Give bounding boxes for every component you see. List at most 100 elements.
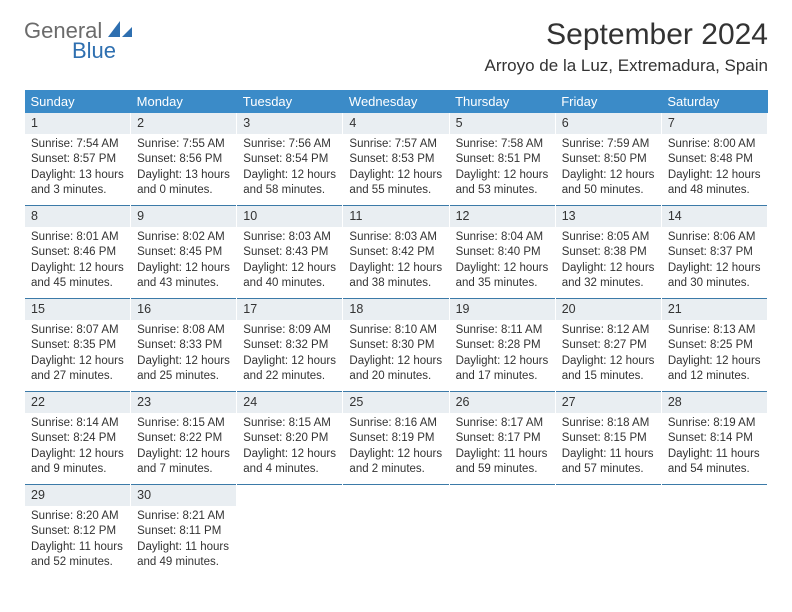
sunset-text: Sunset: 8:25 PM: [668, 338, 761, 354]
day-cell: Sunrise: 8:18 AMSunset: 8:15 PMDaylight:…: [555, 413, 661, 485]
day-number: 1: [25, 113, 131, 134]
daylight-text: Daylight: 11 hours and 49 minutes.: [137, 540, 230, 571]
sunset-text: Sunset: 8:20 PM: [243, 431, 336, 447]
day-number: 6: [555, 113, 661, 134]
sunset-text: Sunset: 8:30 PM: [349, 338, 442, 354]
sunrise-text: Sunrise: 8:08 AM: [137, 323, 230, 339]
sunset-text: Sunset: 8:46 PM: [31, 245, 124, 261]
day-number: 16: [131, 298, 237, 319]
sunset-text: Sunset: 8:19 PM: [349, 431, 442, 447]
daylight-text: Daylight: 12 hours and 2 minutes.: [349, 447, 442, 478]
daylight-text: Daylight: 12 hours and 7 minutes.: [137, 447, 230, 478]
sunset-text: Sunset: 8:11 PM: [137, 524, 230, 540]
sunset-text: Sunset: 8:48 PM: [668, 152, 761, 168]
day-number: 17: [237, 298, 343, 319]
day-cell: Sunrise: 8:13 AMSunset: 8:25 PMDaylight:…: [661, 320, 767, 392]
daylight-text: Daylight: 12 hours and 27 minutes.: [31, 354, 124, 385]
sunset-text: Sunset: 8:37 PM: [668, 245, 761, 261]
sunrise-text: Sunrise: 7:55 AM: [137, 137, 230, 153]
sunset-text: Sunset: 8:17 PM: [456, 431, 549, 447]
daylight-text: Daylight: 12 hours and 12 minutes.: [668, 354, 761, 385]
daylight-text: Daylight: 12 hours and 17 minutes.: [456, 354, 549, 385]
sunset-text: Sunset: 8:32 PM: [243, 338, 336, 354]
daylight-text: Daylight: 12 hours and 20 minutes.: [349, 354, 442, 385]
day-cell: Sunrise: 8:05 AMSunset: 8:38 PMDaylight:…: [555, 227, 661, 299]
sunset-text: Sunset: 8:45 PM: [137, 245, 230, 261]
day-number: 5: [449, 113, 555, 134]
sunrise-text: Sunrise: 8:07 AM: [31, 323, 124, 339]
daylight-text: Daylight: 12 hours and 43 minutes.: [137, 261, 230, 292]
day-cell: Sunrise: 8:01 AMSunset: 8:46 PMDaylight:…: [25, 227, 131, 299]
day-number: 10: [237, 205, 343, 226]
sunrise-text: Sunrise: 8:03 AM: [243, 230, 336, 246]
day-cell: Sunrise: 8:00 AMSunset: 8:48 PMDaylight:…: [661, 134, 767, 206]
day-number: 23: [131, 391, 237, 412]
daylight-text: Daylight: 12 hours and 25 minutes.: [137, 354, 230, 385]
day-cell: [661, 506, 767, 577]
day-number: 28: [661, 391, 767, 412]
daylight-text: Daylight: 12 hours and 22 minutes.: [243, 354, 336, 385]
week-daynum-row: 22232425262728: [25, 391, 768, 412]
sunset-text: Sunset: 8:12 PM: [31, 524, 124, 540]
header: General Blue September 2024 Arroyo de la…: [24, 18, 768, 76]
col-wed: Wednesday: [343, 90, 449, 113]
sunset-text: Sunset: 8:35 PM: [31, 338, 124, 354]
day-number: 29: [25, 484, 131, 505]
brand-logo: General Blue: [24, 18, 134, 44]
col-sun: Sunday: [25, 90, 131, 113]
day-cell: Sunrise: 8:15 AMSunset: 8:20 PMDaylight:…: [237, 413, 343, 485]
sunrise-text: Sunrise: 8:10 AM: [349, 323, 442, 339]
sunrise-text: Sunrise: 8:01 AM: [31, 230, 124, 246]
daylight-text: Daylight: 12 hours and 58 minutes.: [243, 168, 336, 199]
sunrise-text: Sunrise: 8:20 AM: [31, 509, 124, 525]
daylight-text: Daylight: 12 hours and 55 minutes.: [349, 168, 442, 199]
week-content-row: Sunrise: 8:14 AMSunset: 8:24 PMDaylight:…: [25, 413, 768, 485]
day-number: 21: [661, 298, 767, 319]
sunrise-text: Sunrise: 8:03 AM: [349, 230, 442, 246]
sunrise-text: Sunrise: 8:18 AM: [562, 416, 655, 432]
day-cell: [343, 506, 449, 577]
brand-name-2: Blue: [72, 38, 116, 64]
sunset-text: Sunset: 8:33 PM: [137, 338, 230, 354]
day-cell: [555, 506, 661, 577]
day-number: 4: [343, 113, 449, 134]
day-cell: Sunrise: 8:08 AMSunset: 8:33 PMDaylight:…: [131, 320, 237, 392]
sunrise-text: Sunrise: 7:57 AM: [349, 137, 442, 153]
sunrise-text: Sunrise: 8:11 AM: [456, 323, 549, 339]
sunrise-text: Sunrise: 8:02 AM: [137, 230, 230, 246]
daylight-text: Daylight: 12 hours and 45 minutes.: [31, 261, 124, 292]
sunrise-text: Sunrise: 7:59 AM: [562, 137, 655, 153]
day-cell: Sunrise: 8:07 AMSunset: 8:35 PMDaylight:…: [25, 320, 131, 392]
daylight-text: Daylight: 12 hours and 53 minutes.: [456, 168, 549, 199]
location: Arroyo de la Luz, Extremadura, Spain: [485, 56, 768, 76]
week-daynum-row: 1234567: [25, 113, 768, 134]
sunrise-text: Sunrise: 8:00 AM: [668, 137, 761, 153]
day-number: 8: [25, 205, 131, 226]
day-number: 7: [661, 113, 767, 134]
sunrise-text: Sunrise: 8:05 AM: [562, 230, 655, 246]
daylight-text: Daylight: 11 hours and 59 minutes.: [456, 447, 549, 478]
sunset-text: Sunset: 8:38 PM: [562, 245, 655, 261]
day-cell: Sunrise: 8:14 AMSunset: 8:24 PMDaylight:…: [25, 413, 131, 485]
sunrise-text: Sunrise: 7:58 AM: [456, 137, 549, 153]
day-number: 15: [25, 298, 131, 319]
day-number: [661, 484, 767, 505]
daylight-text: Daylight: 11 hours and 52 minutes.: [31, 540, 124, 571]
day-number: 27: [555, 391, 661, 412]
daylight-text: Daylight: 12 hours and 50 minutes.: [562, 168, 655, 199]
week-content-row: Sunrise: 8:07 AMSunset: 8:35 PMDaylight:…: [25, 320, 768, 392]
day-number: [449, 484, 555, 505]
day-cell: Sunrise: 8:21 AMSunset: 8:11 PMDaylight:…: [131, 506, 237, 577]
col-thu: Thursday: [449, 90, 555, 113]
day-number: 30: [131, 484, 237, 505]
sunrise-text: Sunrise: 8:17 AM: [456, 416, 549, 432]
sunset-text: Sunset: 8:40 PM: [456, 245, 549, 261]
title-block: September 2024 Arroyo de la Luz, Extrema…: [485, 18, 768, 76]
day-number: 13: [555, 205, 661, 226]
sunset-text: Sunset: 8:42 PM: [349, 245, 442, 261]
day-cell: Sunrise: 8:02 AMSunset: 8:45 PMDaylight:…: [131, 227, 237, 299]
sunrise-text: Sunrise: 8:06 AM: [668, 230, 761, 246]
day-cell: Sunrise: 8:15 AMSunset: 8:22 PMDaylight:…: [131, 413, 237, 485]
day-cell: Sunrise: 7:57 AMSunset: 8:53 PMDaylight:…: [343, 134, 449, 206]
day-cell: Sunrise: 8:20 AMSunset: 8:12 PMDaylight:…: [25, 506, 131, 577]
